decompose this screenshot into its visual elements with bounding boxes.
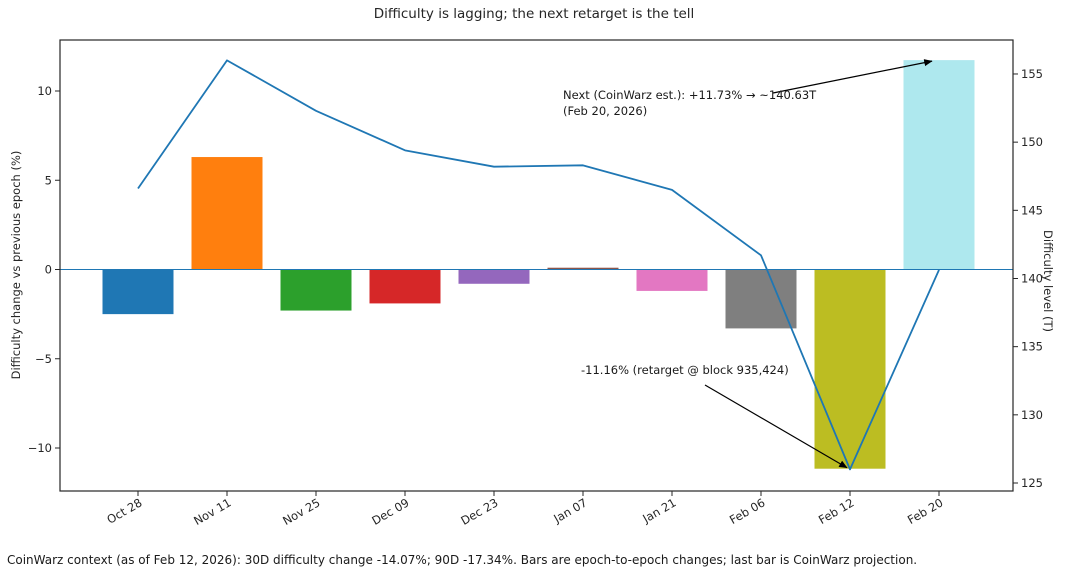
- annotation-next-line1: Next (CoinWarz est.): +11.73% → ~140.63T: [563, 88, 817, 102]
- x-tick-label: Feb 06: [727, 495, 767, 526]
- bar-oct-28: [102, 269, 174, 315]
- y-tick-label-right: 155: [1021, 67, 1043, 81]
- bar-feb-20: [903, 60, 975, 270]
- bar-feb-06: [725, 269, 797, 329]
- footer-context-note: CoinWarz context (as of Feb 12, 2026): 3…: [7, 553, 918, 567]
- x-tick-label: Jan 21: [639, 495, 678, 526]
- annotation-retarget: -11.16% (retarget @ block 935,424): [581, 362, 789, 378]
- y-axis-label-right: Difficulty level (T): [1041, 230, 1055, 332]
- y-tick-label-right: 140: [1021, 271, 1043, 285]
- x-tick-label: Jan 07: [550, 495, 589, 526]
- x-tick-label: Oct 28: [104, 495, 144, 526]
- y-tick-label-left: 5: [45, 173, 52, 187]
- arrow-to-retarget-low: [704, 384, 848, 469]
- annotation-next-line2: (Feb 20, 2026): [563, 104, 648, 118]
- plot-frame: [59, 39, 1014, 492]
- x-tick-label: Nov 11: [191, 495, 233, 527]
- y-axis-label-left: Difficulty change vs previous epoch (%): [9, 150, 23, 380]
- arrow-to-projection-bar: [772, 59, 933, 94]
- bar-nov-25: [280, 269, 352, 311]
- y-tick-label-right: 150: [1021, 135, 1043, 149]
- y-tick-label-right: 145: [1021, 203, 1043, 217]
- y-tick-label-right: 125: [1021, 476, 1043, 490]
- x-tick-label: Dec 09: [369, 495, 411, 527]
- annotation-retarget-line1: -11.16% (retarget @ block 935,424): [581, 363, 789, 377]
- y-tick-label-left: 10: [37, 84, 52, 98]
- bar-jan-21: [636, 269, 708, 291]
- annotation-next-estimate: Next (CoinWarz est.): +11.73% → ~140.63T…: [563, 87, 816, 119]
- x-tick-label: Nov 25: [280, 495, 322, 527]
- bar-nov-11: [191, 157, 263, 270]
- y-tick-label-left: 0: [45, 263, 52, 277]
- x-tick-label: Dec 23: [458, 495, 500, 527]
- x-tick-label: Feb 12: [816, 495, 856, 526]
- y-tick-label-left: −10: [28, 441, 52, 455]
- y-tick-label-left: −5: [35, 352, 52, 366]
- bar-feb-12: [814, 269, 886, 469]
- bar-dec-09: [369, 269, 441, 304]
- x-tick-label: Feb 20: [905, 495, 945, 526]
- bar-jan-07: [547, 267, 619, 270]
- y-tick-label-right: 135: [1021, 340, 1043, 354]
- bar-dec-23: [458, 269, 530, 284]
- y-tick-label-right: 130: [1021, 408, 1043, 422]
- difficulty-level-line: [137, 59, 940, 471]
- chart-title: Difficulty is lagging; the next retarget…: [373, 6, 695, 22]
